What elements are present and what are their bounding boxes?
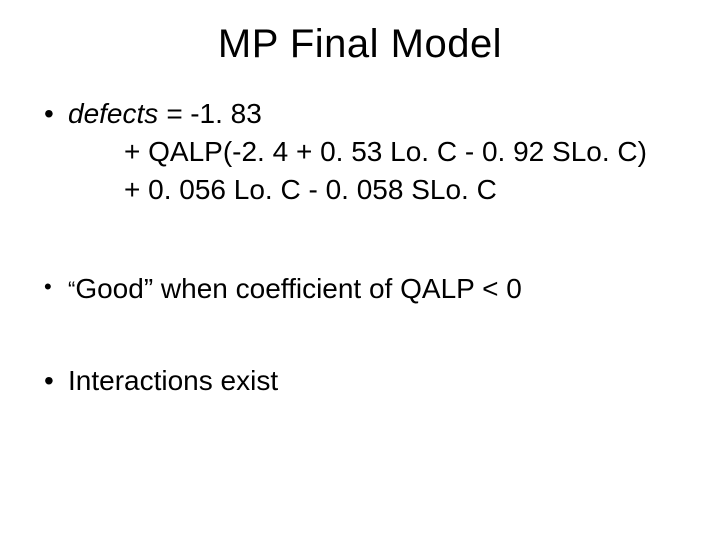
bullet-item-interactions: Interactions exist <box>40 362 680 400</box>
bullet-list: defects = -1. 83 + QALP(-2. 4 + 0. 53 Lo… <box>40 95 680 208</box>
slide-body: defects = -1. 83 + QALP(-2. 4 + 0. 53 Lo… <box>0 77 720 400</box>
model-line3: + 0. 056 Lo. C - 0. 058 SLo. C <box>68 171 680 209</box>
bullet-item-model: defects = -1. 83 + QALP(-2. 4 + 0. 53 Lo… <box>40 95 680 208</box>
slide-title: MP Final Model <box>0 0 720 77</box>
bullet-list-2: Interactions exist <box>40 362 680 400</box>
model-line1-rest: -1. 83 <box>190 98 262 129</box>
good-condition-text: Good” when coefficient of QALP < 0 <box>75 273 521 304</box>
bullet-item-good: “Good” when coefficient of QALP < 0 <box>40 270 680 308</box>
model-line2: + QALP(-2. 4 + 0. 53 Lo. C - 0. 92 SLo. … <box>68 133 680 171</box>
slide: MP Final Model defects = -1. 83 + QALP(-… <box>0 0 720 540</box>
model-lhs: defects = <box>68 98 190 129</box>
